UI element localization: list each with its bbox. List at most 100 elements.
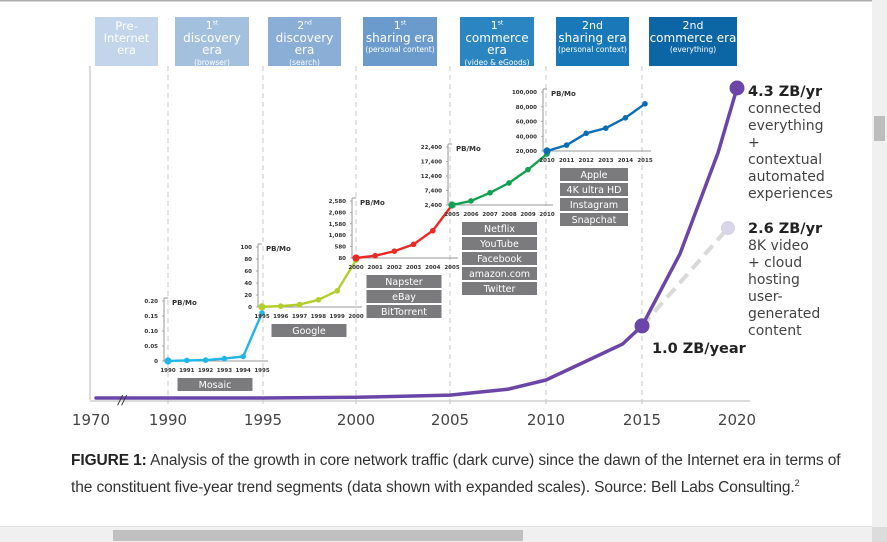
app-label-box <box>560 198 628 211</box>
annotation-line: experiences <box>748 186 833 202</box>
inset-x-tick-label: 2004 <box>425 265 440 271</box>
app-label-box <box>462 237 537 250</box>
annotation-line: content <box>748 323 802 339</box>
inset-series-line <box>261 259 358 309</box>
inset-x-tick-label: 2008 <box>501 212 516 218</box>
app-label-box <box>271 324 347 337</box>
data-point-2015 <box>634 318 650 334</box>
inset-data-point <box>563 142 570 148</box>
x-tick-label: 2010 <box>527 411 565 429</box>
x-tick-label: 2020 <box>718 411 756 429</box>
inset-data-point <box>334 288 341 294</box>
inset-data-point <box>468 198 474 204</box>
app-label: Instagram <box>570 200 618 211</box>
inset-y-tick-label: 20,000 <box>516 149 537 155</box>
inset-data-point <box>543 147 551 155</box>
inset-y-tick-label: 2,400 <box>425 203 443 209</box>
inset-y-tick-label: 0.10 <box>144 329 158 335</box>
inset-x-tick-label: 1991 <box>179 368 194 374</box>
annotation-line: generated <box>748 306 821 322</box>
inset-y-tick-label: 580 <box>335 245 347 251</box>
x-tick-label: 1970 <box>72 411 110 429</box>
annotation-line: user- <box>748 289 783 305</box>
inset-data-point <box>184 357 190 364</box>
inset-x-tick-label: 2005 <box>444 265 459 271</box>
inset-x-tick-label: 2000 <box>348 314 363 320</box>
inset-data-point <box>642 101 648 107</box>
app-label: BitTorrent <box>381 307 427 318</box>
inset-data-point <box>410 241 417 248</box>
horizontal-scrollbar[interactable] <box>0 526 872 542</box>
inset-x-tick-label: 2000 <box>348 265 363 271</box>
inset-y-tick-label: 80,000 <box>516 105 537 111</box>
inset-x-tick-label: 1999 <box>330 314 345 320</box>
caption-text: Analysis of the growth in core network t… <box>71 452 841 497</box>
window-top-shadow <box>0 0 872 2</box>
inset-x-tick-label: 1995 <box>254 314 269 320</box>
app-label-box <box>462 222 537 235</box>
traffic-chart: 1970 1990 1995 2000 2005 2010 2015 20200.200.15… <box>72 66 756 429</box>
inset-data-point <box>278 303 284 309</box>
era-header-2: 2nd discovery era (search) <box>268 17 341 66</box>
inset-data-point <box>622 115 629 121</box>
annotation-4-3zb-desc: connected everything + contextual automated e… <box>748 101 833 203</box>
x-tick-label: 2005 <box>431 411 469 429</box>
inset-y-tick-label: 20 <box>244 293 252 299</box>
inset-unit-label: PB/Mo <box>456 145 481 153</box>
app-label: Apple <box>580 170 607 181</box>
app-label: Mosaic <box>199 380 232 391</box>
inset-data-point <box>525 166 531 173</box>
x-tick-label: 2015 <box>623 411 661 429</box>
inset-data-point <box>221 355 228 362</box>
app-label: Facebook <box>477 254 522 265</box>
inset-x-tick-label: 2010 <box>539 212 554 218</box>
inset-x-tick-label: 1992 <box>198 368 213 374</box>
app-label-box <box>462 282 537 295</box>
caption-label: FIGURE 1: <box>71 452 147 469</box>
horizontal-scrollbar-thumb[interactable] <box>113 530 523 541</box>
annotation-2-6zb-value: 2.6 ZB/yr <box>748 221 823 237</box>
annotation-4-3zb-value: 4.3 ZB/yr <box>748 84 823 100</box>
caption-footnote: 2 <box>794 478 800 488</box>
annotation-line: automated <box>748 169 825 185</box>
annotation-line: contextual <box>748 152 823 168</box>
inset-x-tick-label: 2014 <box>618 158 633 164</box>
vertical-scrollbar[interactable] <box>872 0 887 527</box>
inset-data-point <box>164 357 172 365</box>
inset-y-tick-label: 1,580 <box>329 222 347 228</box>
app-label-box <box>560 168 628 181</box>
main-traffic-curve <box>94 86 739 400</box>
annotation-line: + cloud <box>748 255 803 271</box>
inset-x-tick-label: 2013 <box>598 158 613 164</box>
alt-projection-line <box>640 226 730 328</box>
inset-y-tick-label: 22,400 <box>421 145 442 151</box>
inset-x-tick-label: 2007 <box>482 212 497 218</box>
annotation-1-0zb: 1.0 ZB/year <box>652 341 746 358</box>
inset-data-point <box>372 252 379 259</box>
inset-x-tick-label: 2005 <box>444 212 459 218</box>
inset-series-line <box>546 102 646 153</box>
app-label-box <box>177 378 253 391</box>
inset-y-tick-label: 60,000 <box>516 120 537 126</box>
inset-y-tick-label: 12,400 <box>421 174 442 180</box>
app-label-box <box>462 267 537 280</box>
inset-x-tick-label: 2011 <box>559 158 574 164</box>
x-tick-label: 1995 <box>244 411 282 429</box>
inset-x-tick-label: 1996 <box>273 314 288 320</box>
vertical-scrollbar-thumb[interactable] <box>874 116 885 141</box>
inset-x-tick-label: 2009 <box>520 212 535 218</box>
inset-x-tick-label: 1997 <box>292 314 307 320</box>
inset-data-point <box>583 130 589 137</box>
inset-data-point <box>352 254 360 262</box>
annotation-line: connected <box>748 101 822 117</box>
app-label-box <box>462 252 537 265</box>
era-header-5: 2nd sharing era (personal context) <box>556 17 629 66</box>
inset-x-tick-label: 2012 <box>579 158 594 164</box>
app-label-box <box>560 213 628 226</box>
era-header-3: 1st sharing era (personal content) <box>363 17 437 66</box>
alt-projection-point <box>721 221 735 235</box>
inset-data-point <box>603 125 609 131</box>
inset-y-tick-label: 0 <box>154 359 158 365</box>
inset-y-tick-label: 2,580 <box>329 199 347 205</box>
app-label: eBay <box>392 292 416 303</box>
